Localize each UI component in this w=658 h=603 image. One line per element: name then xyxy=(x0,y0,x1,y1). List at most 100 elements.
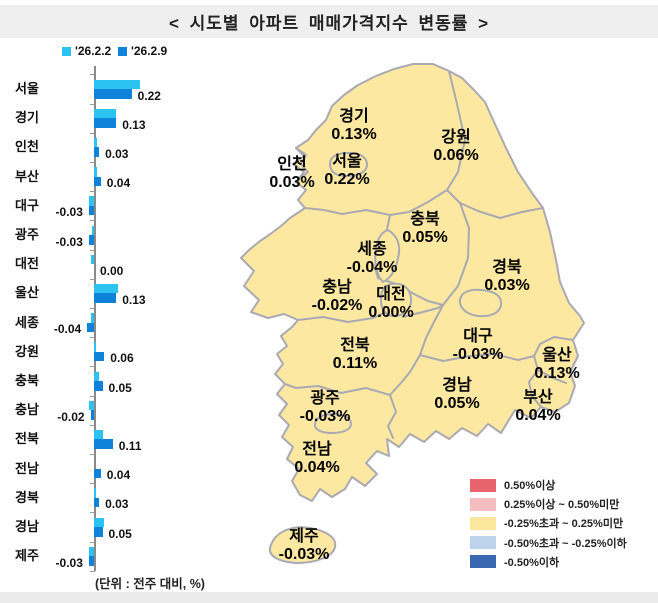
map-region-name: 세종 xyxy=(357,241,387,258)
bar-서울-week2 xyxy=(94,89,132,99)
map-legend-row: -0.50%이하 xyxy=(470,555,559,569)
map-label-gyeongnam: 경남 0.05% xyxy=(434,377,479,413)
map-legend-row: 0.25%이상 ~ 0.50%미만 xyxy=(470,497,619,511)
bar-경기-week1 xyxy=(94,108,117,119)
map-label-gangwon: 강원 0.06% xyxy=(433,129,478,165)
border-ulsan-busan xyxy=(537,369,567,384)
map-region-name: 경남 xyxy=(442,377,472,394)
axis-tick xyxy=(90,483,95,485)
map-label-seoul: 서울 0.22% xyxy=(324,153,369,189)
map-label-chungbuk: 충북 0.05% xyxy=(402,211,447,247)
korea-map: 경기 0.13% 강원 0.06% 인천 0.03% 서울 0.22% 충북 0.05% 세종 -0.… xyxy=(238,60,658,595)
category-label-인천: 인천 xyxy=(15,139,39,155)
bar-경북-week1 xyxy=(94,488,96,498)
map-region-name: 인천 xyxy=(277,156,307,173)
axis-tick xyxy=(90,395,95,397)
axis-tick xyxy=(90,103,95,105)
title-bar: < 시도별 아파트 매매가격지수 변동률 > xyxy=(0,5,658,38)
map-region-value: -0.03% xyxy=(452,346,504,363)
category-label-대전: 대전 xyxy=(15,256,39,272)
page-title: < 시도별 아파트 매매가격지수 변동률 > xyxy=(168,14,490,33)
map-label-jeju: 제주 -0.03% xyxy=(279,528,330,564)
border-chungbuk-gyeongbuk xyxy=(442,202,470,306)
chart-axis xyxy=(94,66,96,572)
category-label-서울: 서울 xyxy=(15,81,39,96)
map-legend-swatch-icon xyxy=(470,536,496,550)
map-region-value: 0.13% xyxy=(331,126,377,143)
category-label-광주: 광주 xyxy=(15,227,39,242)
value-label-경기: 0.13 xyxy=(122,117,146,132)
map-region-name: 서울 xyxy=(332,153,362,170)
map-region-value: 0.05% xyxy=(434,395,480,412)
value-label-세종: -0.04 xyxy=(53,322,82,337)
map-region-name: 충남 xyxy=(322,279,352,296)
category-label-경남: 경남 xyxy=(15,519,39,534)
bar-세종-week2 xyxy=(87,322,94,333)
border-gangwon-chungbuk xyxy=(446,189,461,204)
map-legend-swatch-icon xyxy=(470,497,496,511)
map-legend-swatch-icon xyxy=(470,478,496,492)
map-region-name: 경기 xyxy=(339,108,369,125)
category-label-대구: 대구 xyxy=(15,197,39,213)
map-legend-swatch-icon xyxy=(470,516,496,530)
map-region-value: 0.06% xyxy=(433,147,479,164)
map-label-incheon: 인천 0.03% xyxy=(269,156,314,192)
mainland-outline xyxy=(240,63,585,502)
map-label-sejong: 세종 -0.04% xyxy=(347,241,398,277)
bar-제주-week2 xyxy=(88,556,94,566)
axis-tick xyxy=(90,570,95,572)
value-label-강원: 0.06 xyxy=(110,351,134,366)
map-region-name: 울산 xyxy=(542,347,572,364)
axis-tick xyxy=(90,220,95,222)
bar-충남-week1 xyxy=(88,400,94,411)
category-label-경북: 경북 xyxy=(15,489,39,505)
border-gyeongbuk-gyeongnam xyxy=(419,353,535,362)
map-label-gyeongbuk: 경북 0.03% xyxy=(484,259,529,295)
value-label-울산: 0.13 xyxy=(122,292,146,307)
border-jeonbuk-gyeongnam xyxy=(389,354,421,396)
map-label-gwangju: 광주 -0.03% xyxy=(300,390,351,426)
axis-tick xyxy=(90,191,95,193)
value-label-부산: 0.04 xyxy=(106,176,131,191)
map-region-value: -0.02% xyxy=(311,297,363,314)
map-region-name: 광주 xyxy=(310,390,340,407)
korea-map-svg xyxy=(240,63,585,564)
axis-tick xyxy=(90,162,95,163)
legend-item-week1: '26.2.2 xyxy=(62,44,111,58)
map-legend-row: -0.25%초과 ~ 0.25%미만 xyxy=(470,516,623,530)
bar-경기-week2 xyxy=(94,118,117,128)
value-label-전남: 0.04 xyxy=(106,468,131,483)
legend-item-week2: '26.2.9 xyxy=(118,44,168,58)
category-label-충남: 충남 xyxy=(15,402,39,418)
map-label-jeonnam: 전남 0.04% xyxy=(294,441,339,477)
category-label-부산: 부산 xyxy=(15,168,39,184)
week2-legend-label: '26.2.9 xyxy=(131,44,168,58)
map-region-value: 0.03% xyxy=(269,174,315,191)
value-label-충남: -0.02 xyxy=(57,409,85,424)
value-label-대전: 0.00 xyxy=(100,263,124,278)
map-legend-label: -0.25%초과 ~ 0.25%미만 xyxy=(504,518,624,531)
axis-tick xyxy=(90,541,95,543)
bar-대구-week1 xyxy=(88,196,94,206)
border-gyeonggi-chungbuk xyxy=(389,189,448,216)
region-gwangju-shape xyxy=(313,413,352,434)
region-sejong-shape xyxy=(374,229,401,283)
bar-광주-week2 xyxy=(88,235,94,245)
map-label-busan: 부산 0.04% xyxy=(515,389,560,425)
value-label-전북: 0.11 xyxy=(118,438,142,453)
category-label-세종: 세종 xyxy=(15,314,39,330)
border-chungbuk-south xyxy=(377,277,444,306)
border-chungnam-jeonbuk xyxy=(297,311,387,323)
map-region-name: 전북 xyxy=(340,337,370,354)
map-region-name: 경북 xyxy=(492,259,522,276)
region-jeju-shape xyxy=(268,526,337,564)
map-legend-label: 0.50%이상 xyxy=(504,480,556,492)
map-region-name: 대구 xyxy=(463,328,493,345)
map-region-name: 충북 xyxy=(410,211,440,228)
province-borders xyxy=(284,70,574,439)
map-region-name: 강원 xyxy=(441,129,471,146)
bar-울산-week1 xyxy=(94,283,118,294)
map-legend-label: -0.50%이하 xyxy=(504,556,560,569)
chart-unit-note: (단위 : 전주 대비, %) xyxy=(95,577,205,591)
map-region-value: 0.05% xyxy=(402,229,448,246)
